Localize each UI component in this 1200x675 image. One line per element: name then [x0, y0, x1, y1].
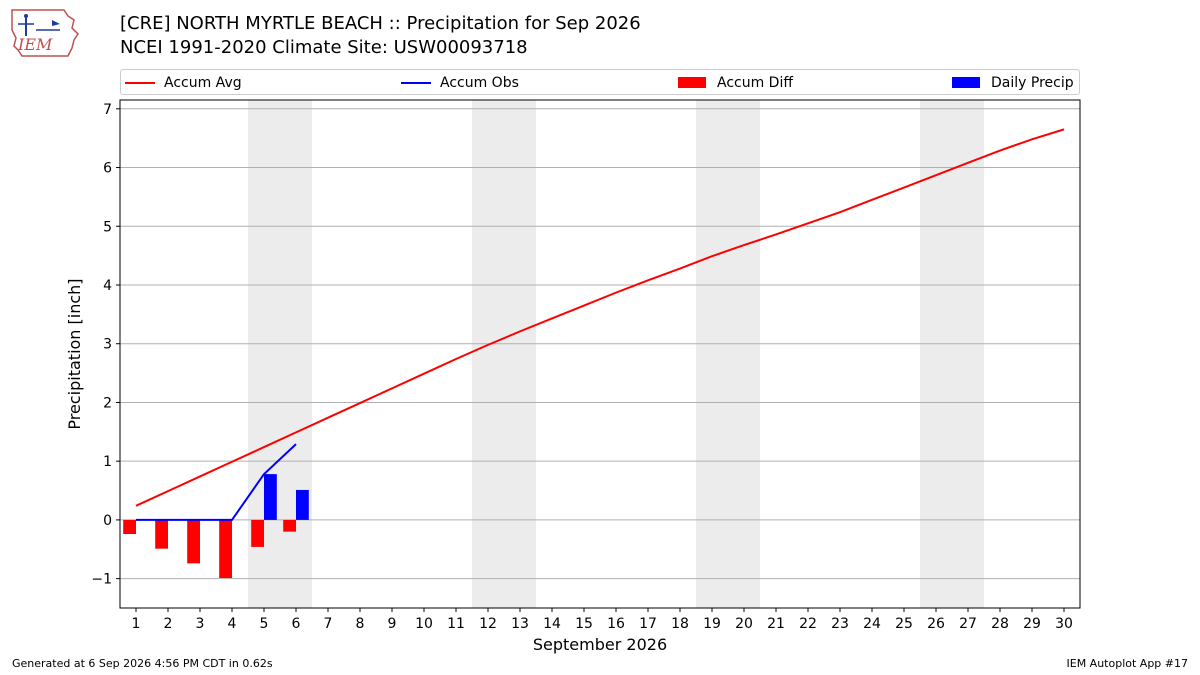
x-tick-label: 15	[575, 616, 593, 632]
x-tick-label: 9	[388, 616, 397, 632]
iem-logo: IEM	[11, 9, 79, 57]
x-tick-label: 16	[607, 616, 625, 632]
x-tick-label: 23	[831, 616, 849, 632]
x-tick-label: 17	[639, 616, 657, 632]
y-axis-label: Precipitation [inch]	[65, 278, 84, 429]
weekend-band-3	[696, 100, 760, 608]
x-tick-label: 22	[799, 616, 817, 632]
chart-subtitle: NCEI 1991-2020 Climate Site: USW00093718	[120, 37, 528, 58]
accum-diff-bar	[251, 519, 264, 547]
y-tick-label: 6	[103, 161, 112, 177]
x-tick-label: 18	[671, 616, 689, 632]
y-tick-label: 7	[103, 102, 112, 118]
logo-text: IEM	[17, 35, 53, 54]
x-tick-label: 10	[415, 616, 433, 632]
y-tick-label: 1	[103, 454, 112, 470]
legend-label-accum-diff: Accum Diff	[717, 75, 794, 91]
daily-precip-bar	[296, 489, 309, 520]
chart-title: [CRE] NORTH MYRTLE BEACH :: Precipitatio…	[120, 13, 641, 34]
generated-timestamp: Generated at 6 Sep 2026 4:56 PM CDT in 0…	[12, 657, 273, 670]
legend-swatch-accum-avg	[125, 82, 155, 84]
x-tick-label: 5	[260, 616, 269, 632]
y-tick-label: 5	[103, 219, 112, 235]
x-tick-label: 14	[543, 616, 561, 632]
weekend-band-4	[920, 100, 984, 608]
x-tick-label: 20	[735, 616, 753, 632]
x-tick-label: 13	[511, 616, 529, 632]
accum-diff-bar	[219, 519, 232, 579]
accum-diff-bar	[187, 519, 200, 564]
y-tick-label: 0	[103, 513, 112, 529]
y-tick-label: 4	[103, 278, 112, 294]
x-tick-label: 21	[767, 616, 785, 632]
legend-label-accum-avg: Accum Avg	[164, 75, 242, 91]
x-tick-label: 4	[228, 616, 237, 632]
accum-obs-line	[136, 443, 297, 521]
chart-legend: Accum Avg Accum Obs Accum Diff Daily Pre…	[120, 69, 1080, 95]
x-tick-label: 25	[895, 616, 913, 632]
accum-diff-bar	[123, 519, 136, 535]
x-tick-label: 2	[164, 616, 173, 632]
y-tick-label: 2	[103, 395, 112, 411]
daily-precip-bar	[264, 474, 277, 520]
app-credit: IEM Autoplot App #17	[1066, 657, 1189, 670]
plot-frame	[119, 99, 1081, 609]
accum-diff-bar	[283, 519, 296, 532]
x-tick-label: 26	[927, 616, 945, 632]
weekend-band-2	[472, 100, 536, 608]
accum-diff-bar	[155, 519, 168, 549]
x-tick-label: 3	[196, 616, 205, 632]
legend-swatch-accum-diff	[678, 77, 706, 88]
x-tick-label: 30	[1055, 616, 1073, 632]
x-tick-label: 11	[447, 616, 465, 632]
x-tick-label: 8	[356, 616, 365, 632]
x-tick-label: 29	[1023, 616, 1041, 632]
x-tick-label: 12	[479, 616, 497, 632]
x-tick-label: 27	[959, 616, 977, 632]
x-tick-label: 7	[324, 616, 333, 632]
x-tick-label: 19	[703, 616, 721, 632]
legend-label-daily-precip: Daily Precip	[991, 75, 1074, 91]
x-tick-label: 24	[863, 616, 881, 632]
accum-avg-line	[135, 128, 1065, 507]
y-tick-label: −1	[91, 572, 112, 588]
x-tick-label: 6	[292, 616, 301, 632]
legend-label-accum-obs: Accum Obs	[440, 75, 519, 91]
x-tick-label: 1	[132, 616, 141, 632]
legend-swatch-daily-precip	[952, 77, 980, 88]
x-axis-label: September 2026	[533, 635, 667, 654]
y-tick-label: 3	[103, 337, 112, 353]
x-tick-label: 28	[991, 616, 1009, 632]
legend-swatch-accum-obs	[401, 82, 431, 84]
